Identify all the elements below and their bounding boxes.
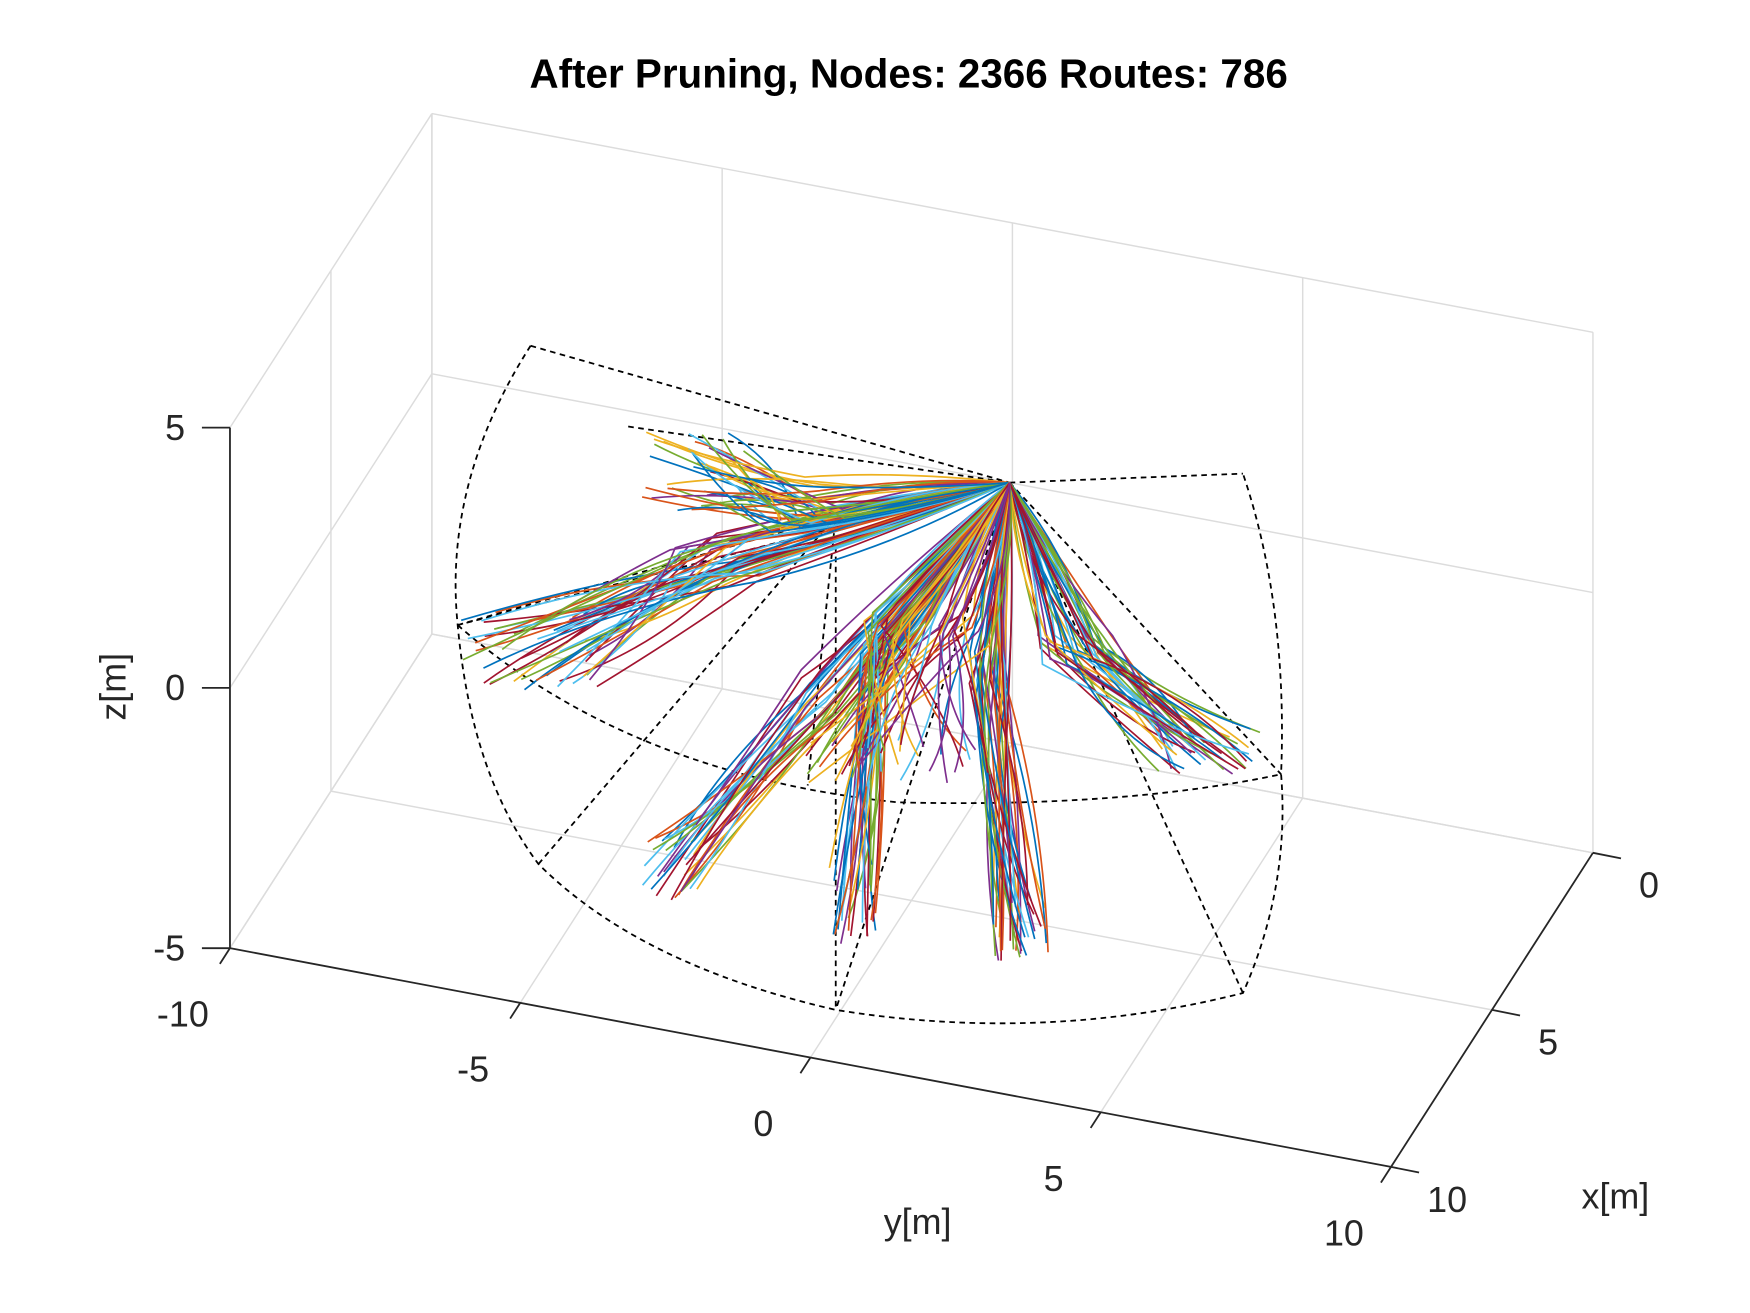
route <box>940 482 1011 755</box>
x-tick-label: 10 <box>1427 1180 1467 1220</box>
route <box>1008 482 1173 769</box>
y-tick-label: -5 <box>457 1049 489 1089</box>
route <box>1008 482 1181 774</box>
route <box>851 482 1011 778</box>
y-tick-label: 10 <box>1324 1213 1364 1253</box>
x-tick <box>1491 1008 1521 1017</box>
route <box>1008 482 1250 749</box>
route <box>483 481 1011 669</box>
route <box>653 438 1010 484</box>
x-tick <box>1390 1166 1420 1174</box>
axes: -10 -5 0 5 10 0 5 10 -5 0 5 y[m] x[m] z[m] <box>94 408 1659 1253</box>
route <box>859 482 1011 765</box>
route <box>1008 482 1210 746</box>
route <box>1008 482 1178 756</box>
y-tick <box>1380 1166 1392 1184</box>
route <box>667 479 1010 495</box>
route <box>863 482 1011 765</box>
x-tick-label: 0 <box>1639 866 1659 906</box>
route <box>928 482 1011 772</box>
route <box>693 466 1010 489</box>
route <box>952 482 1011 773</box>
y-axis-line <box>229 947 1392 1168</box>
grid-line <box>229 373 433 689</box>
chart-title: After Pruning, Nodes: 2366 Routes: 786 <box>529 51 1287 97</box>
route <box>870 482 1011 752</box>
route <box>892 482 1011 757</box>
route <box>1008 482 1248 762</box>
route <box>1008 482 1196 754</box>
grid-line <box>330 790 1493 1011</box>
route <box>692 453 1010 534</box>
route <box>831 482 1011 743</box>
route <box>1008 482 1239 770</box>
route <box>937 482 1011 784</box>
route <box>708 446 1010 510</box>
route <box>997 482 1017 908</box>
route <box>958 482 1011 760</box>
route <box>559 481 1010 653</box>
route <box>1008 482 1239 745</box>
z-axis-label: z[m] <box>94 653 134 721</box>
y-axis-label: y[m] <box>884 1202 952 1242</box>
route <box>988 482 1011 951</box>
y-tick-label: 0 <box>753 1104 773 1144</box>
y-tick <box>1089 1111 1102 1129</box>
x-tick-label: 5 <box>1538 1023 1558 1063</box>
route <box>691 481 1010 511</box>
grid-line <box>229 633 433 949</box>
route <box>983 482 1013 775</box>
route <box>882 482 1011 748</box>
route <box>850 482 1011 747</box>
route <box>1008 482 1250 755</box>
z-tick-label: 5 <box>165 408 185 448</box>
route <box>951 482 1011 773</box>
route <box>1008 482 1227 763</box>
x-axis-label: x[m] <box>1582 1176 1650 1216</box>
route <box>855 482 1011 769</box>
route <box>818 482 1011 768</box>
grid-line <box>431 112 1594 334</box>
y-tick-label: -10 <box>157 995 209 1035</box>
route <box>834 482 1011 782</box>
y-tick <box>799 1057 812 1074</box>
route <box>808 482 1011 784</box>
y-tick <box>509 1002 521 1020</box>
route <box>1008 482 1223 755</box>
x-tick <box>1592 851 1622 860</box>
route <box>899 482 1011 745</box>
z-tick-label: 0 <box>165 668 185 708</box>
route <box>903 482 1011 752</box>
route <box>740 481 1010 527</box>
route <box>670 481 1011 901</box>
grid-line <box>229 113 433 429</box>
route <box>1000 482 1013 961</box>
route <box>490 481 1010 684</box>
y-tick-label: 5 <box>1044 1159 1064 1199</box>
x-axis-line <box>1390 852 1594 1168</box>
z-tick-label: -5 <box>153 929 185 969</box>
routes <box>460 431 1261 961</box>
y-tick <box>219 947 231 965</box>
route <box>687 448 1010 524</box>
frustum-arc <box>457 624 1282 805</box>
route <box>695 481 1011 826</box>
